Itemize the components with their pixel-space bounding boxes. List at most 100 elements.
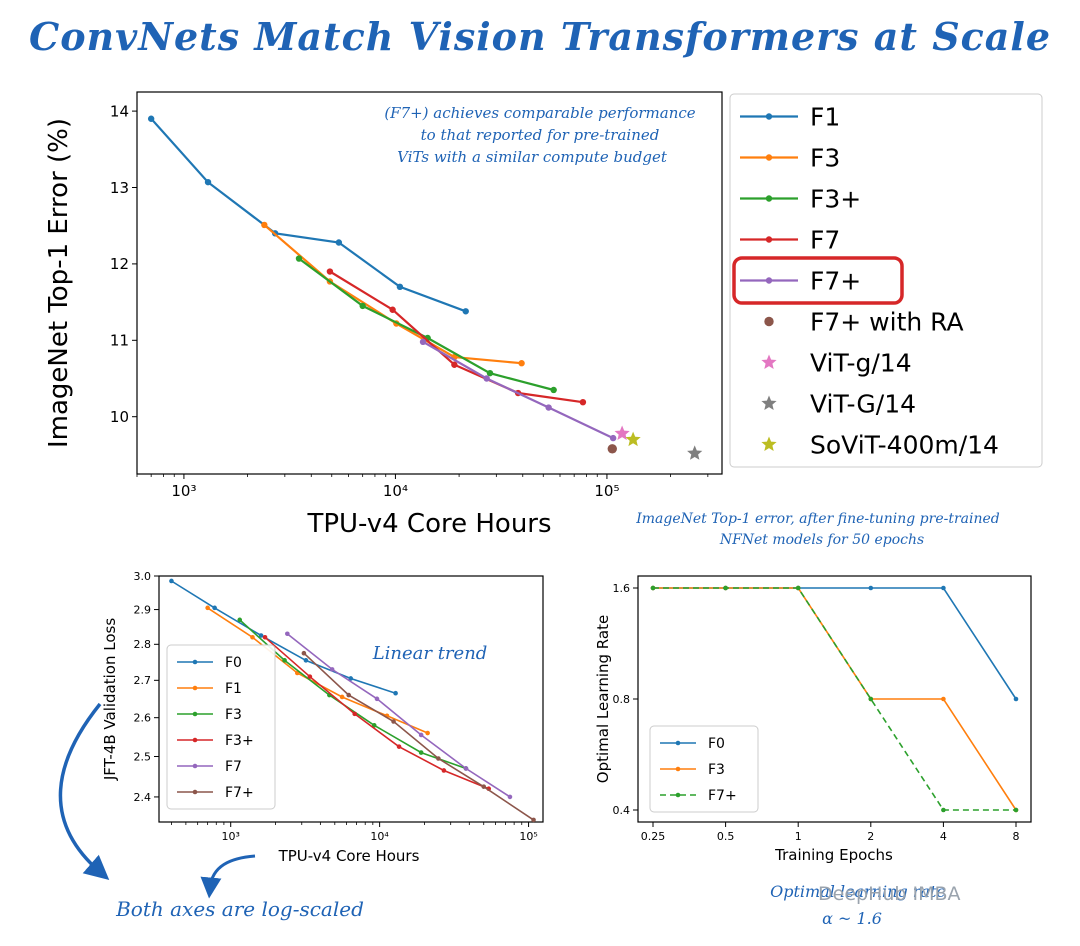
data-point bbox=[483, 375, 490, 382]
x-tick-label: 8 bbox=[1013, 830, 1020, 843]
data-point bbox=[237, 617, 243, 623]
legend-label: F7+ bbox=[225, 785, 254, 801]
x-tick-label: 10³ bbox=[171, 482, 196, 500]
log-axes-note: Both axes are log-scaled bbox=[115, 897, 364, 921]
legend-entry-f3: F3+ bbox=[740, 185, 861, 214]
y-tick-label: 12 bbox=[110, 255, 129, 273]
top-note-line-3: ViTs with a similar compute budget bbox=[397, 148, 668, 166]
jft-loss-chart: 10³ 10⁴ 10⁵ 2.4 2.5 2.6 2.7 2.8 2.9 3.0 TPU-v4 Cor… bbox=[101, 570, 544, 865]
data-point bbox=[295, 255, 303, 262]
data-point bbox=[396, 283, 404, 291]
legend-label: F7+ bbox=[708, 788, 737, 804]
legend: F0 F3 F7+ bbox=[649, 725, 759, 813]
data-point bbox=[463, 766, 469, 771]
data-point bbox=[723, 585, 728, 591]
data-point bbox=[339, 694, 345, 700]
data-point bbox=[609, 434, 617, 442]
data-point bbox=[212, 605, 217, 611]
y-tick-label: 2.7 bbox=[134, 674, 152, 687]
y-tick-label: 13 bbox=[110, 179, 129, 197]
y-tick-label: 10 bbox=[110, 408, 129, 426]
x-tick-label: 0.25 bbox=[641, 830, 666, 843]
data-point bbox=[795, 585, 801, 591]
imagenet-error-chart: 10³ 10⁴ 10⁵ 10 11 12 13 14 TPU-v4 Core Hours Imag… bbox=[44, 91, 1043, 539]
arrow-to-y-axis bbox=[58, 702, 110, 881]
learning-rate-chart: 0.25 0.5 1 2 4 8 0.4 0.8 1.6 Training Epochs Optim… bbox=[594, 575, 1032, 864]
legend-marker bbox=[765, 195, 773, 202]
data-point bbox=[550, 386, 557, 394]
data-point bbox=[650, 585, 656, 591]
data-point bbox=[250, 634, 255, 640]
data-point bbox=[481, 784, 487, 789]
data-point bbox=[1013, 696, 1019, 702]
data-point bbox=[941, 696, 946, 702]
series-line-f1 bbox=[150, 117, 467, 313]
series-f7 bbox=[326, 268, 587, 406]
data-point bbox=[147, 115, 155, 122]
linear-trend-note: Linear trend bbox=[372, 643, 488, 664]
series-line-f0 bbox=[170, 580, 396, 694]
plot-frame bbox=[158, 575, 544, 823]
data-point bbox=[941, 585, 946, 591]
legend-entry-sovit-400m-14: SoViT-400m/14 bbox=[761, 431, 999, 460]
data-point bbox=[303, 658, 309, 663]
x-axis-label: Training Epochs bbox=[774, 846, 893, 864]
y-tick-label: 2.5 bbox=[134, 750, 152, 763]
y-tick-label: 2.9 bbox=[134, 603, 152, 616]
legend-entry-f7: F7+ bbox=[660, 788, 737, 804]
data-point bbox=[531, 817, 536, 823]
legend-label: ViT-g/14 bbox=[810, 349, 912, 378]
y-tick-label: 11 bbox=[110, 332, 129, 350]
data-point bbox=[941, 807, 946, 813]
data-point bbox=[301, 650, 307, 656]
data-point bbox=[396, 744, 402, 749]
legend-marker bbox=[192, 789, 198, 795]
data-point bbox=[389, 306, 396, 313]
legend-label: F3 bbox=[708, 762, 725, 778]
series-line-f3 bbox=[264, 636, 490, 790]
legend-label: ViT-G/14 bbox=[810, 390, 916, 419]
series-f7 bbox=[285, 631, 513, 800]
optimal-lr-note-line-1: Optimal learning rate bbox=[770, 882, 946, 901]
data-point bbox=[258, 633, 264, 638]
legend-highlight-box bbox=[732, 256, 904, 305]
y-tick-label: 14 bbox=[110, 102, 129, 120]
watermark: DeepHub IMBA bbox=[818, 883, 961, 905]
data-point bbox=[1013, 807, 1019, 813]
y-tick-label: 3.0 bbox=[134, 570, 152, 583]
series-f7 bbox=[301, 650, 536, 823]
legend-entry-f3: F3 bbox=[177, 707, 242, 723]
legend-label: F3 bbox=[810, 144, 840, 173]
legend-label: F1 bbox=[225, 681, 242, 697]
y-tick-label: 1.6 bbox=[613, 582, 631, 595]
top-note-line-1: (F7+) achieves comparable performance bbox=[384, 104, 695, 122]
data-point bbox=[436, 756, 441, 761]
page-title: ConvNets Match Vision Transformers at Sc… bbox=[28, 14, 1052, 59]
legend-entry-f3: F3 bbox=[660, 762, 725, 778]
legend-box bbox=[729, 93, 1043, 468]
legend-entry-f3: F3+ bbox=[177, 733, 254, 749]
x-tick-label: 10⁴ bbox=[370, 830, 389, 843]
data-point bbox=[579, 398, 587, 406]
legend-entry-vit-g-14: ViT-G/14 bbox=[761, 390, 916, 419]
data-point bbox=[348, 676, 354, 681]
x-tick-label: 4 bbox=[940, 830, 947, 843]
legend-marker bbox=[765, 113, 773, 120]
series-f3 bbox=[261, 221, 525, 367]
legend-marker bbox=[765, 277, 773, 284]
legend-entry-f7-with-ra: F7+ with RA bbox=[764, 308, 964, 337]
legend-label: F7+ with RA bbox=[810, 308, 964, 337]
legend-entry-f0: F0 bbox=[177, 655, 242, 671]
series-line-f3 bbox=[239, 619, 467, 770]
star-marker bbox=[625, 431, 641, 447]
data-point bbox=[462, 308, 469, 315]
series-line-f7 bbox=[303, 652, 534, 821]
legend-entry-f3: F3 bbox=[740, 144, 840, 173]
series-f1 bbox=[147, 115, 469, 315]
data-point bbox=[329, 667, 335, 672]
data-point bbox=[371, 723, 377, 728]
y-axis-label: JFT-4B Validation Loss bbox=[101, 618, 119, 782]
star-marker bbox=[687, 445, 703, 460]
legend-label: F3+ bbox=[810, 185, 861, 214]
series-line-f7 bbox=[286, 633, 511, 798]
